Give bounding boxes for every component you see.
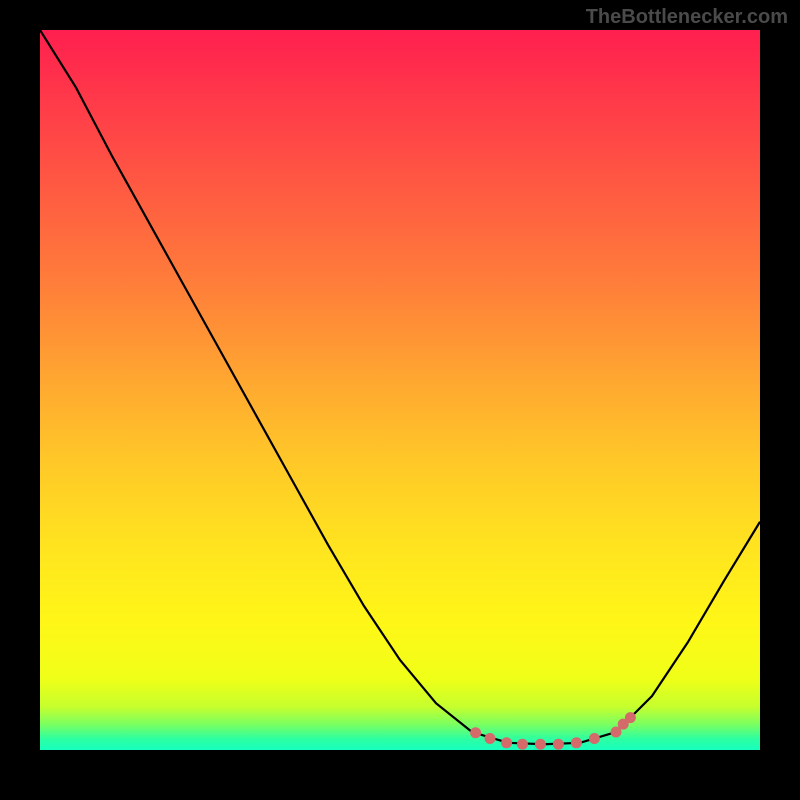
marker-point xyxy=(501,737,512,748)
marker-point xyxy=(485,733,496,744)
marker-point xyxy=(625,712,636,723)
plot-area xyxy=(40,30,760,750)
curve-line xyxy=(40,30,760,744)
bottleneck-curve xyxy=(40,30,760,750)
marker-point xyxy=(535,739,546,750)
marker-point xyxy=(553,739,564,750)
marker-point xyxy=(589,733,600,744)
chart-container: TheBottlenecker.com xyxy=(0,0,800,800)
watermark-text: TheBottlenecker.com xyxy=(586,6,788,29)
curve-markers xyxy=(470,712,636,750)
marker-point xyxy=(470,727,481,738)
marker-point xyxy=(571,737,582,748)
marker-point xyxy=(517,739,528,750)
